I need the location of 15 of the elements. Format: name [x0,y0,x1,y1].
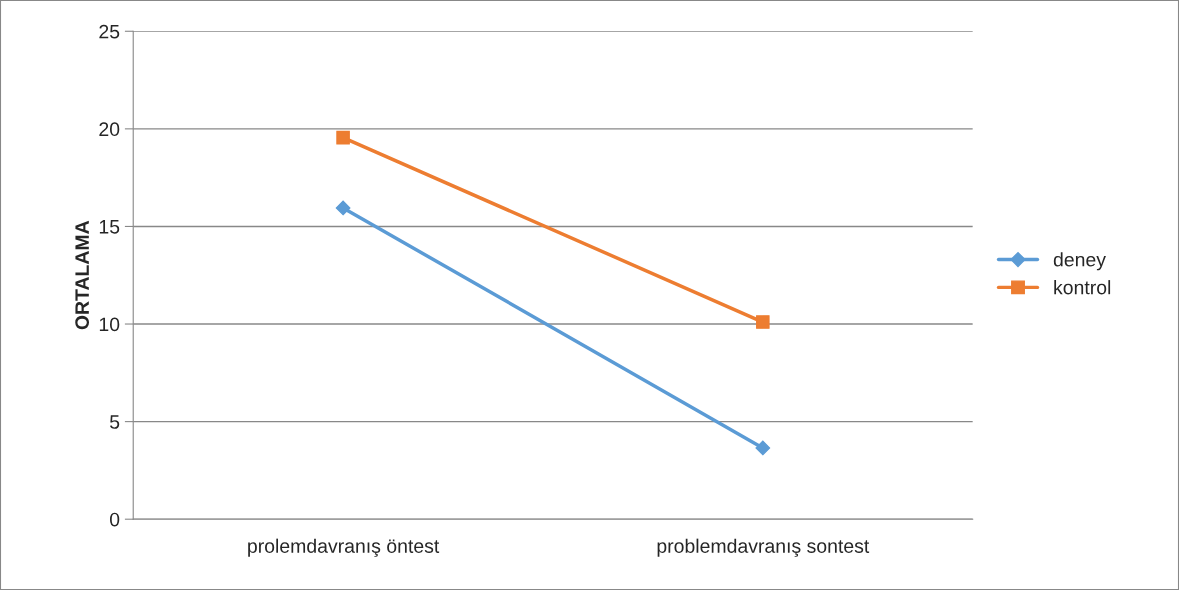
y-axis-title: ORTALAMA [75,220,90,330]
point [755,440,771,456]
legend-label: kontrol [1054,280,1111,295]
y-tick-label: 25 [99,24,120,39]
x-tick-label: problemdavranış sontest [657,538,870,557]
y-tick-label: 0 [109,512,120,527]
legend-label: deney [1053,252,1106,271]
y-tick-label: 5 [110,415,120,429]
y-tick-label: 20 [99,122,120,137]
point [336,130,350,145]
point [335,200,351,216]
y-tick-label: 15 [99,220,120,234]
point [756,315,770,329]
x-tick-label: prolemdavranış öntest [248,538,440,557]
y-tick-label: 10 [99,317,120,332]
